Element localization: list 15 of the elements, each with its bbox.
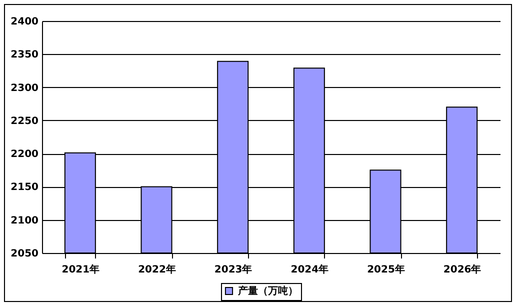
y-tick-label: 2100 bbox=[10, 215, 39, 226]
x-tick-label: 2025年 bbox=[367, 264, 405, 276]
x-tick-label: 2024年 bbox=[290, 264, 329, 276]
y-tick-label: 2250 bbox=[10, 116, 39, 127]
x-tick-label: 2021年 bbox=[62, 264, 100, 276]
legend-label: 产量（万吨） bbox=[237, 285, 298, 297]
y-tick-label: 2400 bbox=[10, 16, 39, 28]
y-tick-label: 2300 bbox=[10, 82, 39, 94]
y-tick-label: 2150 bbox=[10, 182, 39, 194]
x-tick-label: 2026年 bbox=[443, 264, 482, 276]
y-tick-label: 2050 bbox=[10, 248, 39, 260]
y-tick-label: 2350 bbox=[10, 50, 39, 61]
x-tick-label: 2023年 bbox=[214, 264, 252, 276]
x-tick-label: 2022年 bbox=[138, 264, 176, 276]
y-tick-label: 2200 bbox=[10, 149, 39, 160]
